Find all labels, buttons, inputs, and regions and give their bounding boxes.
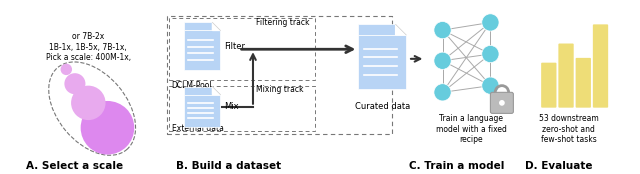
- Polygon shape: [212, 87, 220, 95]
- Text: B. Build a dataset: B. Build a dataset: [176, 161, 281, 171]
- Text: Mix: Mix: [224, 102, 239, 111]
- Text: or 7B-2x: or 7B-2x: [72, 32, 104, 41]
- Circle shape: [65, 73, 86, 94]
- Circle shape: [482, 77, 499, 94]
- Text: A. Select a scale: A. Select a scale: [26, 161, 123, 171]
- Circle shape: [434, 84, 451, 101]
- Circle shape: [61, 64, 72, 75]
- Text: Pick a scale: 400M-1x,: Pick a scale: 400M-1x,: [45, 53, 131, 62]
- Text: zero-shot and: zero-shot and: [543, 125, 595, 134]
- Circle shape: [482, 45, 499, 63]
- Circle shape: [482, 14, 499, 31]
- Text: 1B-1x, 1B-5x, 7B-1x,: 1B-1x, 1B-5x, 7B-1x,: [49, 43, 127, 52]
- FancyBboxPatch shape: [558, 44, 573, 108]
- Text: model with a fixed: model with a fixed: [436, 125, 507, 134]
- Text: Train a language: Train a language: [439, 114, 503, 123]
- FancyBboxPatch shape: [593, 24, 608, 108]
- Text: few-shot tasks: few-shot tasks: [541, 135, 596, 144]
- Text: Filtering track: Filtering track: [256, 18, 309, 27]
- FancyBboxPatch shape: [358, 35, 406, 89]
- Text: Curated data: Curated data: [355, 102, 410, 111]
- Circle shape: [499, 100, 505, 106]
- FancyBboxPatch shape: [490, 92, 513, 113]
- Circle shape: [434, 52, 451, 69]
- Text: DCLM-Pool: DCLM-Pool: [172, 81, 212, 90]
- FancyBboxPatch shape: [184, 95, 220, 127]
- FancyBboxPatch shape: [184, 87, 212, 95]
- Polygon shape: [396, 24, 406, 35]
- Circle shape: [434, 22, 451, 39]
- FancyBboxPatch shape: [358, 24, 396, 35]
- Text: Mixing track: Mixing track: [256, 85, 303, 94]
- Text: Filter: Filter: [224, 42, 245, 51]
- Text: 53 downstream: 53 downstream: [539, 114, 599, 123]
- FancyBboxPatch shape: [575, 58, 591, 108]
- Circle shape: [81, 101, 134, 155]
- Text: External data: External data: [172, 124, 223, 133]
- Circle shape: [71, 86, 106, 120]
- FancyBboxPatch shape: [184, 22, 212, 30]
- Text: C. Train a model: C. Train a model: [409, 161, 504, 171]
- Text: D. Evaluate: D. Evaluate: [525, 161, 593, 171]
- Text: recipe: recipe: [460, 135, 483, 144]
- FancyBboxPatch shape: [541, 63, 556, 108]
- FancyBboxPatch shape: [184, 30, 220, 70]
- Polygon shape: [212, 22, 220, 30]
